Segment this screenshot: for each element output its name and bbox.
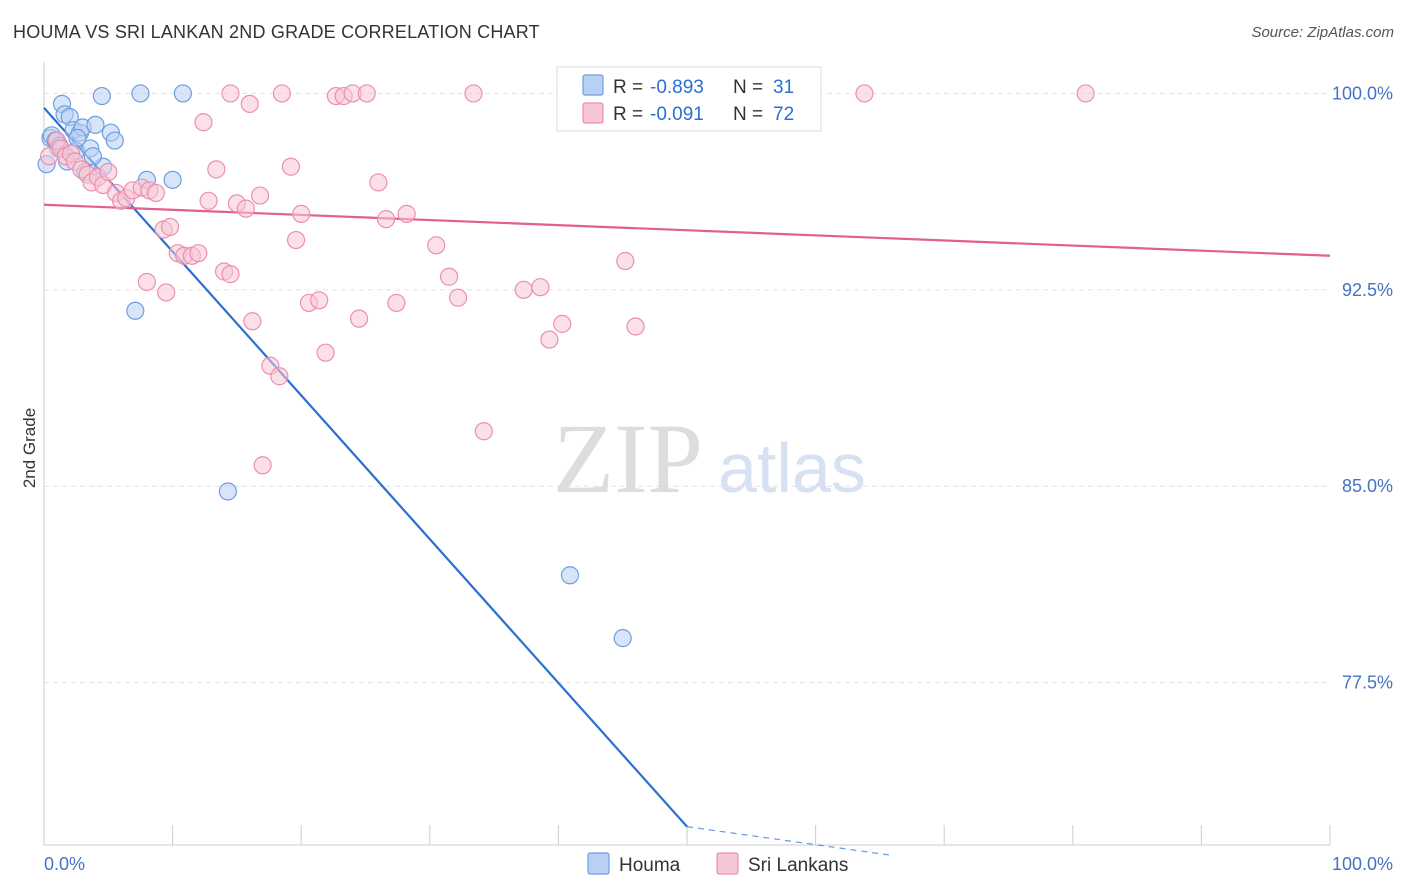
sri-point-46 [357, 84, 376, 103]
sri-point-68 [272, 84, 292, 103]
data-points [37, 84, 1095, 648]
sri-point-59 [553, 314, 572, 333]
sri-point-64 [855, 84, 874, 103]
sri-r-value: -0.091 [650, 104, 704, 125]
sri-point-54 [464, 84, 483, 103]
sri-point-51 [427, 236, 446, 255]
sri-point-32 [243, 312, 262, 331]
houma-point-24 [126, 301, 145, 320]
sri-point-31 [236, 199, 256, 218]
houma-n-label: N = [733, 77, 763, 98]
sri-point-37 [286, 230, 306, 250]
sri-point-71 [253, 456, 272, 475]
sri-point-70 [137, 272, 156, 292]
houma-r-label: R = [613, 77, 643, 98]
houma-point-27 [613, 629, 632, 648]
grid [44, 92, 1330, 684]
watermark-atlas: atlas [718, 429, 866, 507]
sri-point-45 [349, 309, 369, 328]
sri-point-57 [531, 278, 550, 297]
y-tick-label-3: 77.5% [1342, 673, 1393, 693]
sri-point-52 [439, 267, 459, 286]
sri-point-33 [250, 186, 270, 205]
houma-n-value: 31 [773, 77, 794, 98]
sri-point-53 [448, 288, 468, 307]
stats-legend: R = -0.893 N = 31 R = -0.091 N = 72 [556, 66, 822, 132]
trend-lines [43, 107, 1331, 857]
sri-point-69 [157, 283, 176, 302]
sri-point-58 [540, 330, 559, 349]
houma-series-swatch [587, 852, 610, 875]
sri-point-63 [626, 317, 645, 336]
sri-point-67 [240, 94, 259, 113]
sri-point-35 [270, 367, 289, 386]
sri-n-value: 72 [773, 104, 794, 125]
houma-point-23 [163, 170, 182, 189]
sri-point-66 [221, 84, 240, 103]
houma-point-19 [92, 86, 111, 106]
y-axis-label: 2nd Grade [20, 408, 39, 488]
sri-point-26 [199, 191, 218, 210]
sri-series-swatch [716, 852, 739, 875]
sri-point-41 [316, 343, 335, 362]
series-legend: Houma Sri Lankans [587, 852, 848, 876]
sri-point-27 [207, 160, 226, 179]
y-tick-labels: 100.0% 92.5% 85.0% 77.5% [1332, 83, 1393, 692]
houma-legend-swatch [582, 74, 604, 96]
sri-point-48 [376, 210, 396, 229]
sri-point-55 [474, 422, 493, 441]
sri-point-38 [292, 204, 311, 223]
sri-point-40 [310, 291, 329, 310]
x-tick-label-0: 0.0% [44, 854, 85, 874]
y-tick-label-2: 85.0% [1342, 476, 1393, 496]
houma-trend-line [43, 107, 688, 828]
watermark-zip: ZIP [553, 403, 703, 514]
houma-point-21 [173, 84, 192, 103]
sri-point-20 [160, 217, 180, 237]
sri-trend-line [43, 203, 1331, 257]
sri-point-18 [146, 183, 165, 203]
sri-point-56 [514, 280, 533, 299]
watermark: ZIP atlas [553, 403, 866, 514]
houma-point-20 [131, 84, 150, 103]
sri-point-65 [1076, 84, 1095, 103]
sri-point-29 [221, 265, 240, 284]
sri-n-label: N = [733, 104, 763, 125]
sri-point-47 [369, 173, 388, 192]
chart-title: HOUMA VS SRI LANKAN 2ND GRADE CORRELATIO… [13, 22, 540, 42]
x-tick-label-1: 100.0% [1332, 854, 1393, 874]
houma-series-label: Houma [619, 855, 681, 876]
houma-point-15 [86, 115, 105, 134]
sri-point-50 [397, 204, 416, 223]
axes [43, 62, 1331, 846]
sri-point-62 [616, 251, 635, 271]
sri-point-49 [387, 293, 406, 313]
source-label: Source: ZipAtlas.com [1251, 24, 1394, 41]
y-tick-label-1: 92.5% [1342, 280, 1393, 300]
houma-point-29 [68, 128, 87, 148]
sri-point-36 [281, 157, 301, 176]
sri-point-11 [99, 162, 118, 182]
houma-point-18 [105, 131, 124, 150]
sri-series-label: Sri Lankans [748, 855, 848, 876]
y-tick-label-0: 100.0% [1332, 83, 1393, 103]
houma-r-value: -0.893 [650, 77, 704, 98]
houma-trend-extension [686, 826, 893, 857]
sri-r-label: R = [613, 104, 643, 125]
houma-point-30 [83, 147, 102, 166]
sri-point-25 [194, 113, 213, 132]
sri-point-24 [189, 244, 208, 263]
x-tick-labels: 0.0% 100.0% [44, 854, 1393, 874]
houma-point-26 [560, 566, 580, 585]
sri-legend-swatch [582, 102, 604, 124]
houma-point-25 [218, 482, 237, 501]
